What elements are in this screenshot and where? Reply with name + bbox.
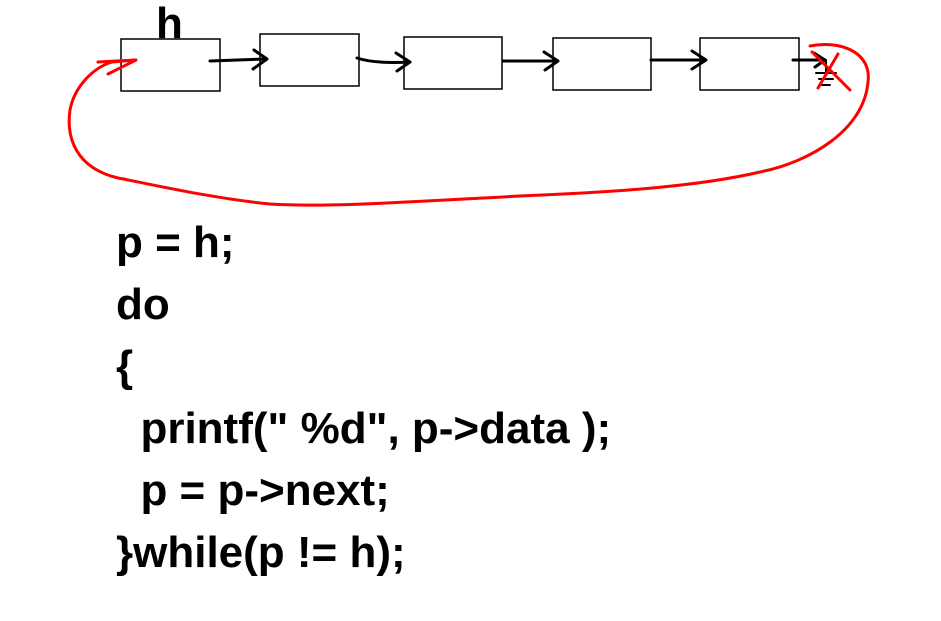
arrow-2-to-3: [355, 51, 412, 73]
head-pointer-label: h: [156, 0, 183, 48]
next-pointer-arrows: [208, 48, 827, 73]
code-line: {: [116, 342, 134, 391]
list-node-1: [120, 38, 221, 92]
crossed-out-mark: [810, 50, 852, 92]
arrow-1-to-2: [208, 48, 269, 71]
code-line: do: [116, 280, 170, 329]
list-node-2: [259, 33, 360, 87]
list-node-3: [403, 36, 503, 90]
code-line: p = p->next;: [116, 466, 390, 515]
arrow-4-to-5: [649, 49, 708, 71]
node-list: [120, 33, 800, 92]
code-line: }while(p != h);: [116, 528, 406, 577]
list-node-5: [699, 37, 800, 91]
loop-back-arrowhead: [96, 58, 138, 76]
loop-back-arrow: [67, 43, 870, 207]
arrow-3-to-4: [501, 50, 560, 72]
code-line: printf(" %d", p->data );: [116, 404, 612, 453]
code-block: p = h; do { printf(" %d", p->data ); p =…: [116, 212, 611, 584]
code-line: p = h;: [116, 218, 235, 267]
list-node-4: [552, 37, 652, 91]
